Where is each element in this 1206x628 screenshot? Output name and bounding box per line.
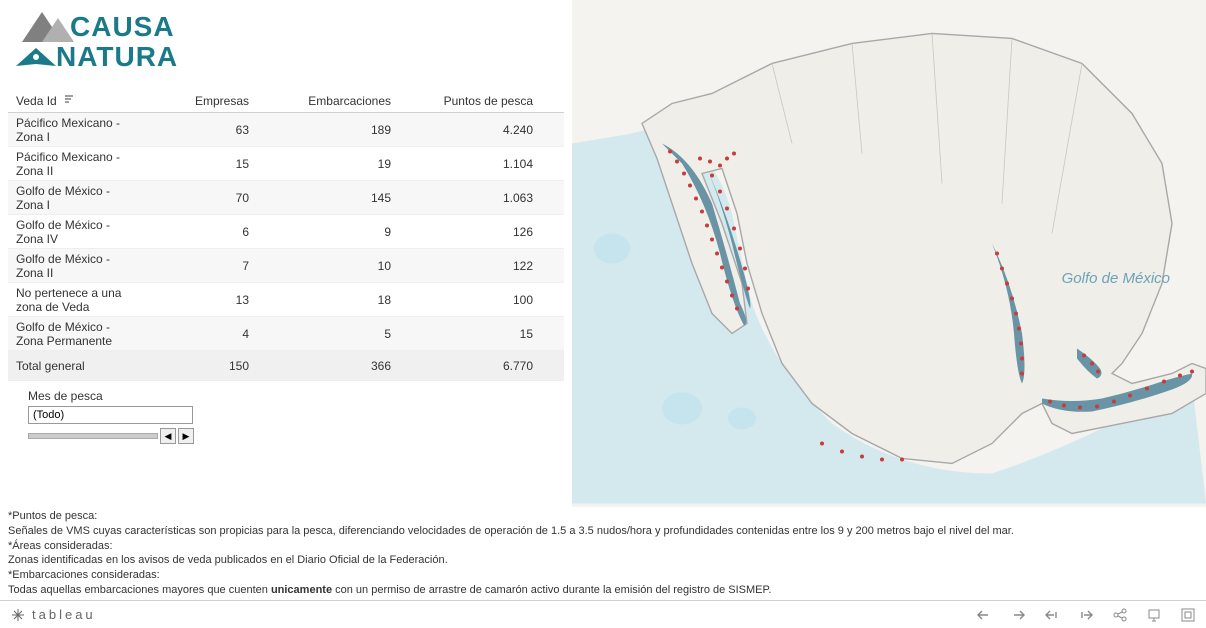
table-row[interactable]: No pertenece a una zona de Veda1318100 [8,283,564,317]
table-row[interactable]: Golfo de México - Zona I701451.063 [8,181,564,215]
cell-embarcaciones: 145 [265,191,407,205]
col-header-veda-id[interactable]: Veda Id [8,93,123,108]
refresh-button[interactable] [1078,607,1094,623]
cell-embarcaciones: 5 [265,327,407,341]
total-embarcaciones: 366 [265,359,407,373]
cell-puntos: 4.240 [407,123,549,137]
cell-embarcaciones: 9 [265,225,407,239]
tableau-brand[interactable]: tableau [10,607,96,623]
cell-empresas: 70 [123,191,265,205]
cell-empresas: 7 [123,259,265,273]
table-row[interactable]: Golfo de México - Zona IV69126 [8,215,564,249]
cell-id: Golfo de México - Zona Permanente [8,320,123,348]
col-header-puntos[interactable]: Puntos de pesca [407,94,549,108]
redo-button[interactable] [1010,607,1026,623]
filter-select[interactable] [28,406,193,424]
footnote-3-text: Todas aquellas embarcaciones mayores que… [8,583,1198,598]
col-header-empresas[interactable]: Empresas [123,94,265,108]
cell-id: Pácifico Mexicano - Zona II [8,150,123,178]
cell-puntos: 1.104 [407,157,549,171]
table-row[interactable]: Golfo de México - Zona II710122 [8,249,564,283]
total-label: Total general [8,359,123,373]
cell-embarcaciones: 18 [265,293,407,307]
map-panel[interactable]: Golfo de México [572,0,1206,507]
footnote-2-text: Zonas identificadas en los avisos de ved… [8,553,1198,568]
slider-next-button[interactable]: ▶ [178,428,194,444]
share-button[interactable] [1112,607,1128,623]
cell-empresas: 63 [123,123,265,137]
data-table: Veda Id Empresas Embarcaciones Puntos de… [8,89,564,381]
cell-puntos: 100 [407,293,549,307]
cell-embarcaciones: 189 [265,123,407,137]
filter-label: Mes de pesca [28,389,564,403]
cell-empresas: 13 [123,293,265,307]
total-puntos: 6.770 [407,359,549,373]
table-row[interactable]: Pácifico Mexicano - Zona I631894.240 [8,113,564,147]
cell-empresas: 4 [123,327,265,341]
filter-section: Mes de pesca ◀ ▶ [28,389,564,444]
download-button[interactable] [1146,607,1162,623]
cell-empresas: 15 [123,157,265,171]
map-label-golfo: Golfo de México [1062,270,1170,288]
cell-embarcaciones: 19 [265,157,407,171]
table-row-total: Total general 150 366 6.770 [8,351,564,381]
footnote-3-label: *Embarcaciones consideradas: [8,569,160,581]
footnote-1-text: Señales de VMS cuyas características son… [8,524,1198,539]
map-svg [572,0,1206,507]
cell-id: Golfo de México - Zona IV [8,218,123,246]
cell-embarcaciones: 10 [265,259,407,273]
fullscreen-button[interactable] [1180,607,1196,623]
cell-puntos: 1.063 [407,191,549,205]
cell-id: No pertenece a una zona de Veda [8,286,123,314]
table-row[interactable]: Golfo de México - Zona Permanente4515 [8,317,564,351]
cell-puntos: 122 [407,259,549,273]
table-row[interactable]: Pácifico Mexicano - Zona II15191.104 [8,147,564,181]
sort-icon[interactable] [63,93,75,108]
filter-slider[interactable] [28,433,158,439]
footnote-2-label: *Áreas consideradas: [8,540,113,552]
undo-button[interactable] [976,607,992,623]
toolbar: tableau [0,600,1206,628]
svg-text:NATURA: NATURA [56,41,178,72]
col-header-embarcaciones[interactable]: Embarcaciones [265,94,407,108]
slider-prev-button[interactable]: ◀ [160,428,176,444]
logo: CAUSA NATURA [14,4,564,81]
cell-id: Golfo de México - Zona II [8,252,123,280]
cell-puntos: 15 [407,327,549,341]
revert-button[interactable] [1044,607,1060,623]
table-header-row: Veda Id Empresas Embarcaciones Puntos de… [8,89,564,113]
footnotes: *Puntos de pesca: Señales de VMS cuyas c… [0,507,1206,600]
footnote-1-label: *Puntos de pesca: [8,510,97,522]
cell-puntos: 126 [407,225,549,239]
total-empresas: 150 [123,359,265,373]
cell-id: Pácifico Mexicano - Zona I [8,116,123,144]
cell-empresas: 6 [123,225,265,239]
svg-text:CAUSA: CAUSA [70,11,175,42]
cell-id: Golfo de México - Zona I [8,184,123,212]
